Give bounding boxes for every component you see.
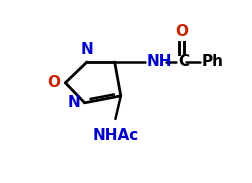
Text: N: N	[80, 42, 93, 57]
Text: NHAc: NHAc	[92, 128, 138, 143]
Text: Ph: Ph	[201, 55, 223, 70]
Text: C: C	[178, 55, 189, 70]
Text: NH: NH	[146, 55, 171, 70]
Text: O: O	[48, 75, 60, 90]
Text: N: N	[67, 95, 80, 110]
Text: O: O	[174, 24, 187, 39]
